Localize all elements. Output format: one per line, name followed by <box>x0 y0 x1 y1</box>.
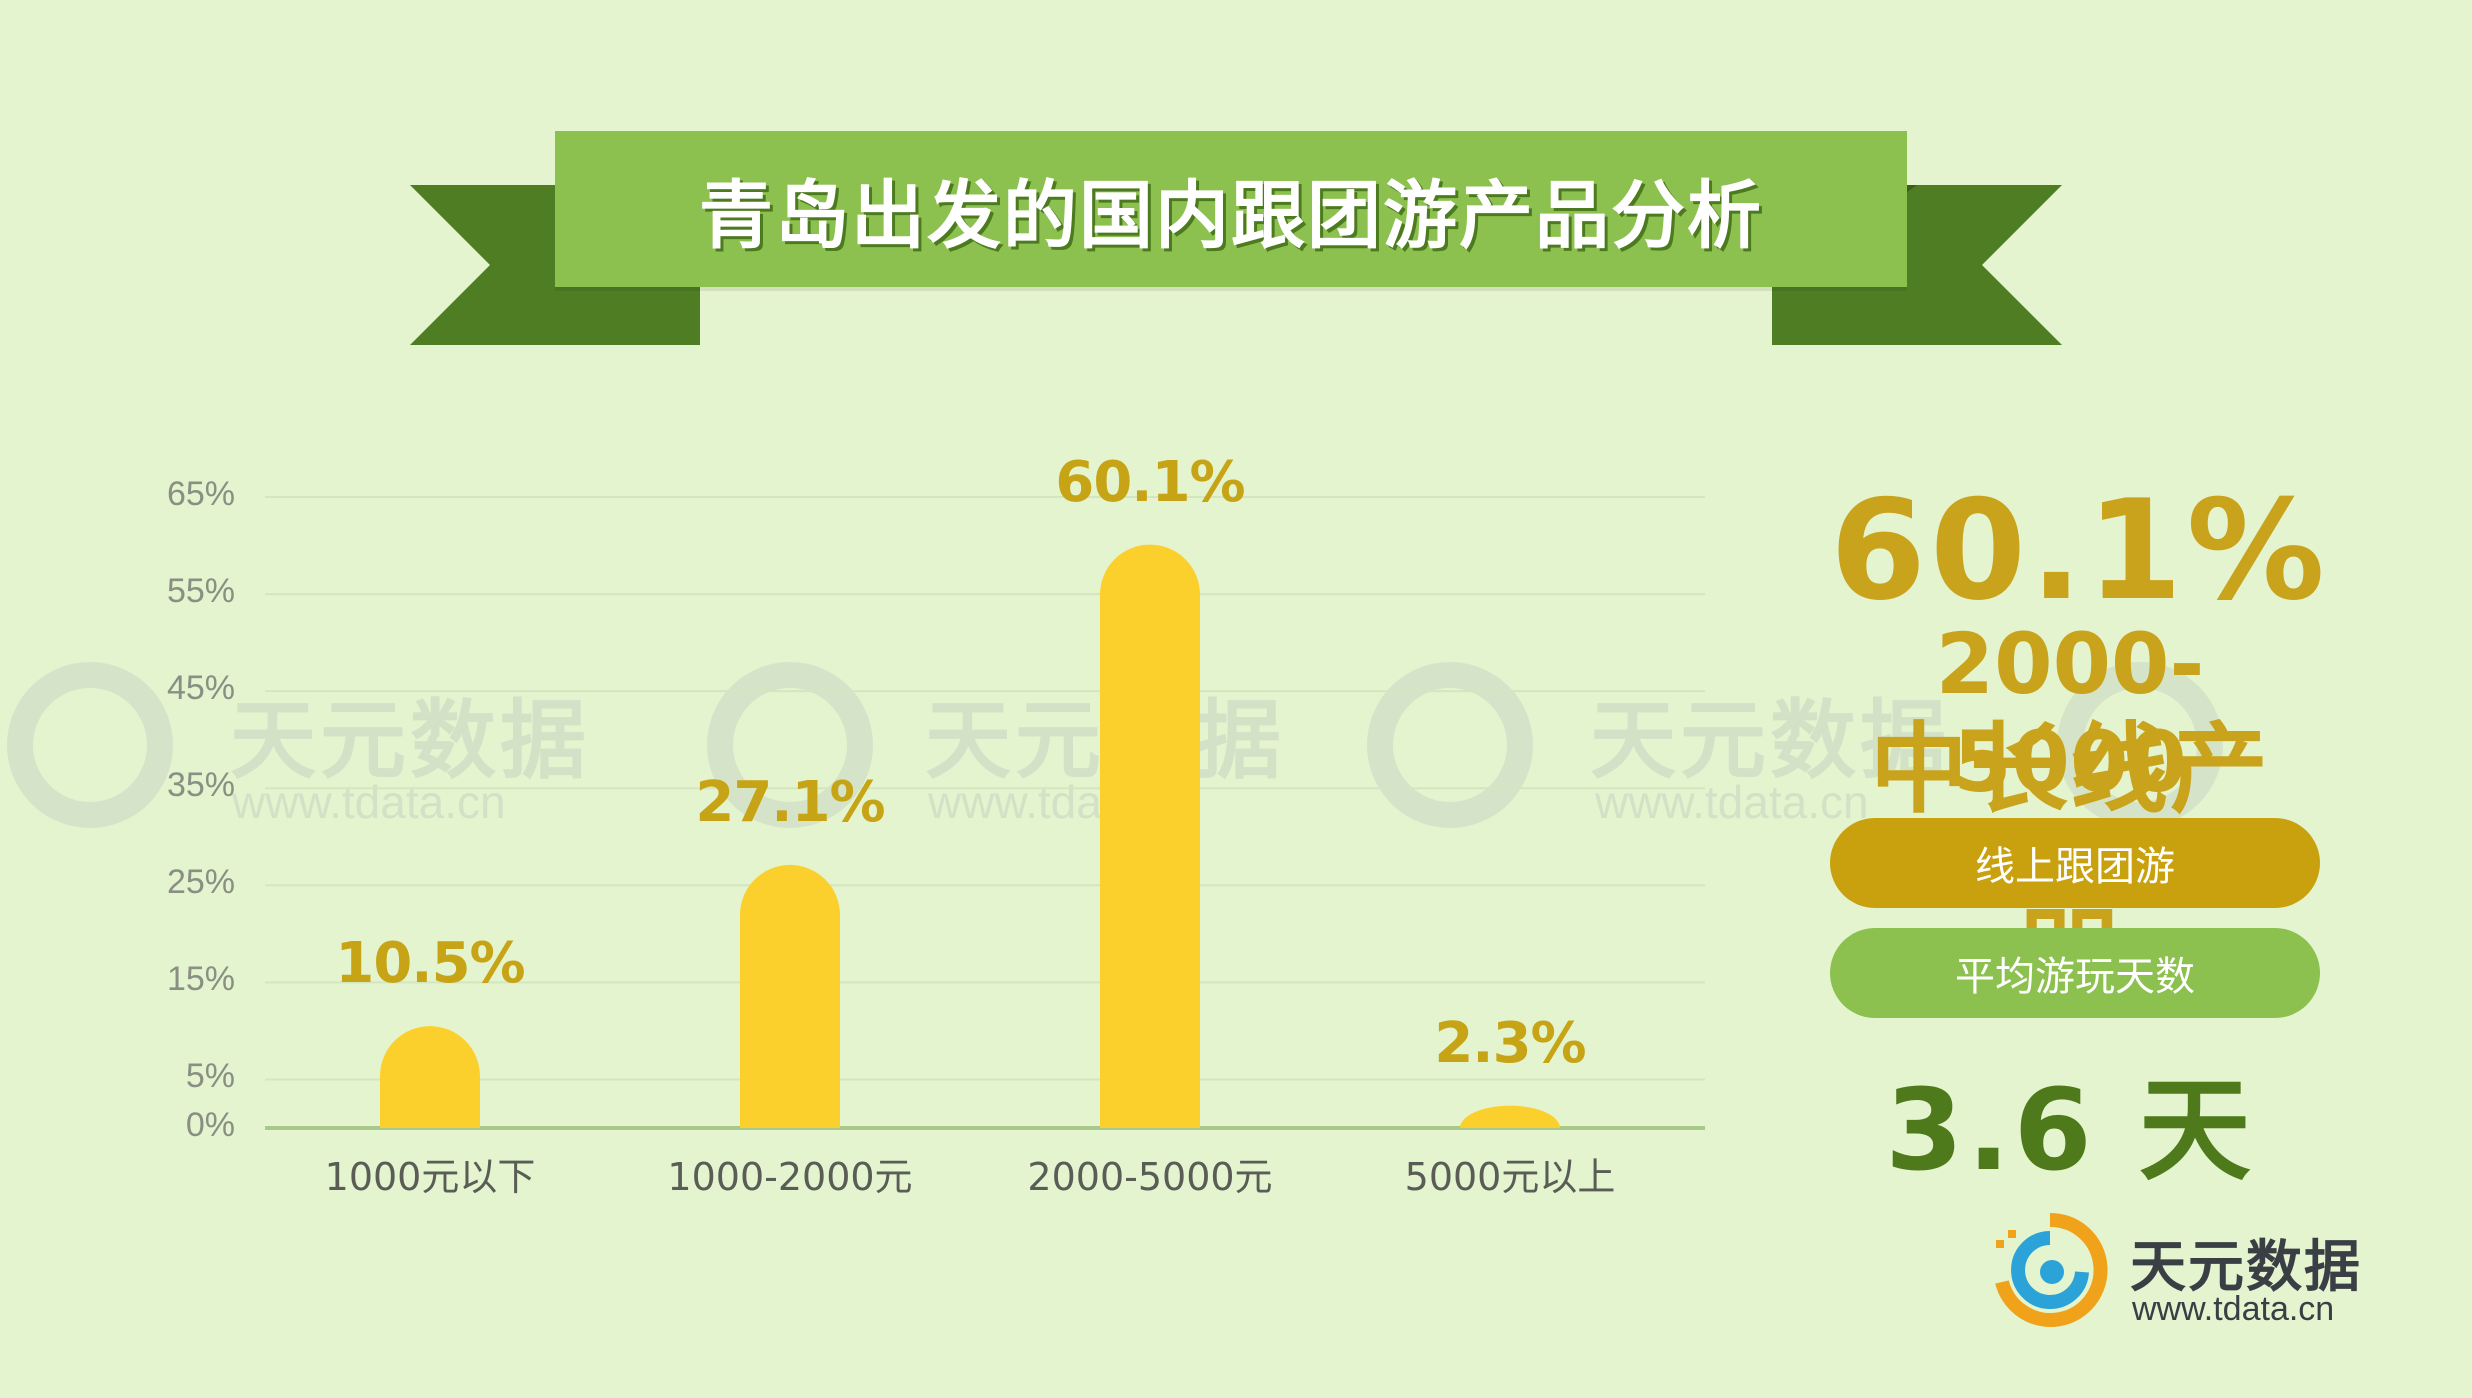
watermark-logo-icon <box>2057 662 2223 828</box>
avg-days-label: 平均游玩天数 <box>1955 954 2195 1000</box>
avg-days-pill: 平均游玩天数 <box>1830 928 2320 1018</box>
y-tick-label: 25% <box>166 863 235 902</box>
y-tick-label: 35% <box>166 766 235 805</box>
y-tick-label: 15% <box>166 960 235 999</box>
watermark-url: www.tdata.cn <box>1595 776 1869 828</box>
data-label: 2.3% <box>1434 1010 1586 1076</box>
y-tick-label: 0% <box>185 1106 235 1144</box>
watermark-name: 天元数据 <box>230 691 590 791</box>
data-label: 10.5% <box>335 931 525 997</box>
x-tick-label: 1000-2000元 <box>667 1155 913 1199</box>
bar <box>1100 544 1200 1128</box>
logo-url: www.tdata.cn <box>2132 1290 2335 1328</box>
x-tick-label: 5000元以上 <box>1404 1155 1616 1199</box>
watermark-name: 天元数据 <box>1590 691 1950 791</box>
logo-name: 天元数据 <box>2130 1235 2362 1300</box>
data-label: 27.1% <box>695 769 885 835</box>
bar <box>1460 1105 1560 1128</box>
page-title: 青岛出发的国内跟团游产品分析 <box>699 172 1763 259</box>
bar <box>740 864 840 1128</box>
highlight-percent: 60.1% <box>1830 470 2329 631</box>
watermark-logo-icon <box>1367 662 1533 828</box>
tdata-logo-icon <box>1995 1212 2108 1327</box>
online-tour-label: 线上跟团游 <box>1975 844 2175 890</box>
title-banner: 青岛出发的国内跟团游产品分析 <box>555 131 1907 287</box>
x-tick-label: 1000元以下 <box>324 1155 536 1199</box>
watermark-url: www.tdata.cn <box>232 776 506 828</box>
y-tick-label: 45% <box>166 669 235 708</box>
online-tour-pill: 线上跟团游 <box>1830 818 2320 908</box>
y-tick-label: 55% <box>166 572 235 611</box>
y-tick-label: 5% <box>185 1057 235 1096</box>
x-tick-label: 2000-5000元 <box>1027 1155 1273 1199</box>
avg-days-value: 3.6 天 <box>1885 1066 2255 1196</box>
highlight-range: 2000-5000 <box>1935 615 2205 811</box>
data-label: 60.1% <box>1055 449 1245 515</box>
watermark-logo-icon <box>7 662 173 828</box>
y-tick-label: 65% <box>166 475 235 513</box>
bar <box>380 1026 480 1128</box>
watermark-logo-icon <box>707 662 873 828</box>
